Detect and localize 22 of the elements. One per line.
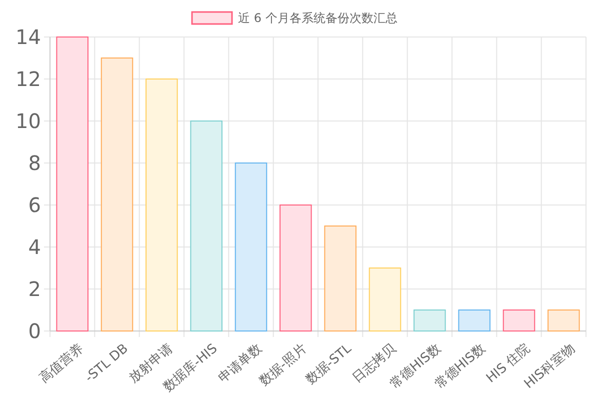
bar bbox=[234, 162, 268, 332]
y-tick-label: 4 bbox=[28, 235, 41, 259]
y-tick-label: 2 bbox=[28, 277, 41, 301]
bar bbox=[146, 78, 178, 332]
bar bbox=[190, 120, 222, 332]
bar bbox=[56, 36, 88, 332]
bar bbox=[502, 310, 536, 332]
y-tick-label: 12 bbox=[16, 67, 41, 91]
bar bbox=[458, 310, 490, 332]
legend-label: 近 6 个月各系统备份次数汇总 bbox=[238, 11, 398, 25]
bar bbox=[368, 268, 402, 332]
bar bbox=[548, 310, 580, 332]
x-tick-label: 高值营养 bbox=[36, 340, 87, 386]
bar bbox=[324, 226, 356, 332]
y-tick-label: 14 bbox=[16, 25, 41, 49]
bar bbox=[100, 58, 134, 332]
y-tick-label: 0 bbox=[28, 319, 41, 343]
y-tick-label: 6 bbox=[28, 193, 41, 217]
bar bbox=[414, 310, 446, 332]
y-tick-label: 10 bbox=[16, 109, 41, 133]
bar bbox=[280, 204, 312, 332]
y-tick-label: 8 bbox=[28, 151, 41, 175]
